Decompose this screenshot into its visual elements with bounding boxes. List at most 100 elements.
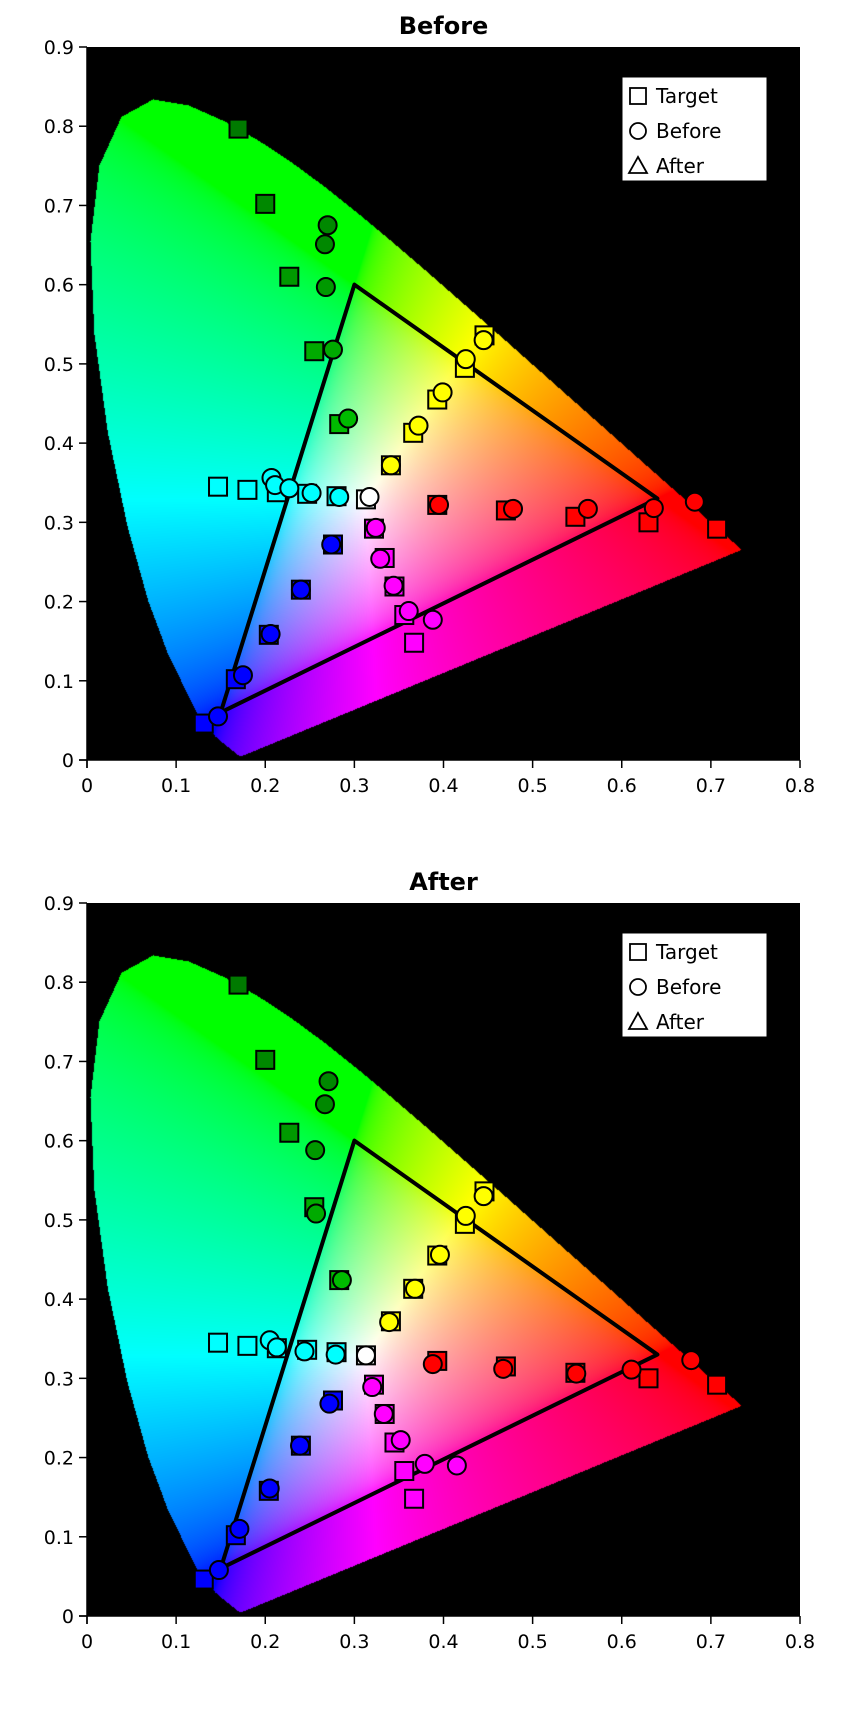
before-circle-marker [301,483,322,504]
x-tick-label: 0.3 [339,1631,369,1653]
y-tick-label: 0 [62,750,74,772]
y-tick-label: 0.7 [44,195,74,217]
y-tick-label: 0.8 [44,972,74,994]
target-square-marker [394,1461,415,1482]
before-circle-marker [331,1270,352,1291]
before-circle-marker [643,498,664,519]
y-tick-label: 0.9 [44,37,74,59]
before-circle-marker [314,234,335,255]
target-square-marker [304,341,325,362]
before-circle-marker [422,1354,443,1375]
before-circle-marker [493,1358,514,1379]
before-circle-marker [322,339,343,360]
before-circle-marker [314,1094,335,1115]
before-circle-marker [370,548,391,569]
before-circle-marker [208,706,229,727]
target-square-marker [404,1488,425,1509]
legend-circle-icon [629,122,647,140]
target-square-marker [228,974,249,995]
legend-label: After [656,154,705,178]
before-circle-marker [208,1560,229,1581]
target-square-marker [237,479,258,500]
x-tick-label: 0.7 [696,1631,726,1653]
y-tick-label: 0 [62,1606,74,1628]
legend-circle-icon [629,978,647,996]
y-tick-label: 0.6 [44,1131,74,1153]
x-tick-label: 0.2 [250,1631,280,1653]
before-circle-marker [305,1140,326,1161]
x-tick-label: 0.1 [161,775,191,797]
before-circle-marker [279,478,300,499]
y-tick-label: 0.1 [44,671,74,693]
y-tick-label: 0.8 [44,116,74,138]
chart-before-svg: Before 0 0.1 0.2 0.3 0.4 0.5 0.6 0.7 0.8 0.9 0 0.1 0.… [44,12,815,797]
before-circle-marker [319,1393,340,1414]
before-circle-marker [362,1377,383,1398]
before-circle-marker [380,455,401,476]
x-tick-label: 0.4 [428,775,458,797]
before-circle-marker [373,1403,394,1424]
y-tick-label: 0.6 [44,275,74,297]
legend-triangle-icon [627,1011,649,1030]
target-square-marker [279,1122,300,1143]
before-circle-marker [383,575,404,596]
before-circle-marker [259,1478,280,1499]
before-circle-marker [266,1337,287,1358]
before-circle-marker [577,498,598,519]
before-circle-marker [432,382,453,403]
x-tick-label: 0.6 [607,1631,637,1653]
legend-triangle-icon [627,155,649,174]
before-circle-marker [232,665,253,686]
before-circle-marker [566,1363,587,1384]
legend-label: Before [656,119,721,143]
chart-after: After 0 0.1 0.2 0.3 0.4 0.5 0.6 0.7 0.8 0.9 0 0.1 0.2… [0,856,860,1712]
before-circle-marker [290,1435,311,1456]
x-tick-label: 0.6 [607,775,637,797]
before-circle-marker [684,491,705,512]
before-circle-marker [229,1518,250,1539]
before-circle-marker [422,609,443,630]
x-tick-label: 0.4 [428,1631,458,1653]
before-circle-marker [429,1244,450,1265]
before-circle-marker [455,1205,476,1226]
before-circle-marker [315,277,336,298]
gamut-triangle [218,282,660,715]
chart-title: After [409,868,478,896]
before-circle-marker [473,330,494,351]
before-circle-marker [355,1345,376,1366]
target-square-marker [193,1569,214,1590]
target-square-marker [279,266,300,287]
legend-label: After [656,1010,705,1034]
before-circle-marker [390,1430,411,1451]
y-tick-label: 0.5 [44,1210,74,1232]
legend: Target Before After [621,76,768,182]
before-circle-marker [338,408,359,429]
target-square-marker [255,193,276,214]
before-circle-marker [455,349,476,370]
y-tick-label: 0.1 [44,1527,74,1549]
before-circle-marker [365,517,386,538]
chart-before: Before 0 0.1 0.2 0.3 0.4 0.5 0.6 0.7 0.8 0.9 0 0.1 0.… [0,0,860,856]
legend-label: Before [656,975,721,999]
y-tick-label: 0.7 [44,1051,74,1073]
before-circle-marker [446,1455,467,1476]
before-circle-marker [294,1341,315,1362]
x-tick-label: 0 [81,775,93,797]
target-square-marker [208,1332,229,1353]
before-circle-marker [398,601,419,622]
legend-label: Target [655,940,718,964]
y-tick-label: 0.4 [44,1289,74,1311]
before-circle-marker [260,624,281,645]
before-circle-marker [306,1203,327,1224]
chart-title: Before [399,12,489,40]
legend-label: Target [655,84,718,108]
legend: Target Before After [621,932,768,1038]
x-tick-label: 0.1 [161,1631,191,1653]
target-square-marker [255,1049,276,1070]
before-circle-marker [473,1186,494,1207]
before-circle-marker [408,415,429,436]
y-tick-label: 0.2 [44,1448,74,1470]
target-square-marker [404,632,425,653]
target-square-marker [707,518,728,539]
y-tick-label: 0.2 [44,592,74,614]
